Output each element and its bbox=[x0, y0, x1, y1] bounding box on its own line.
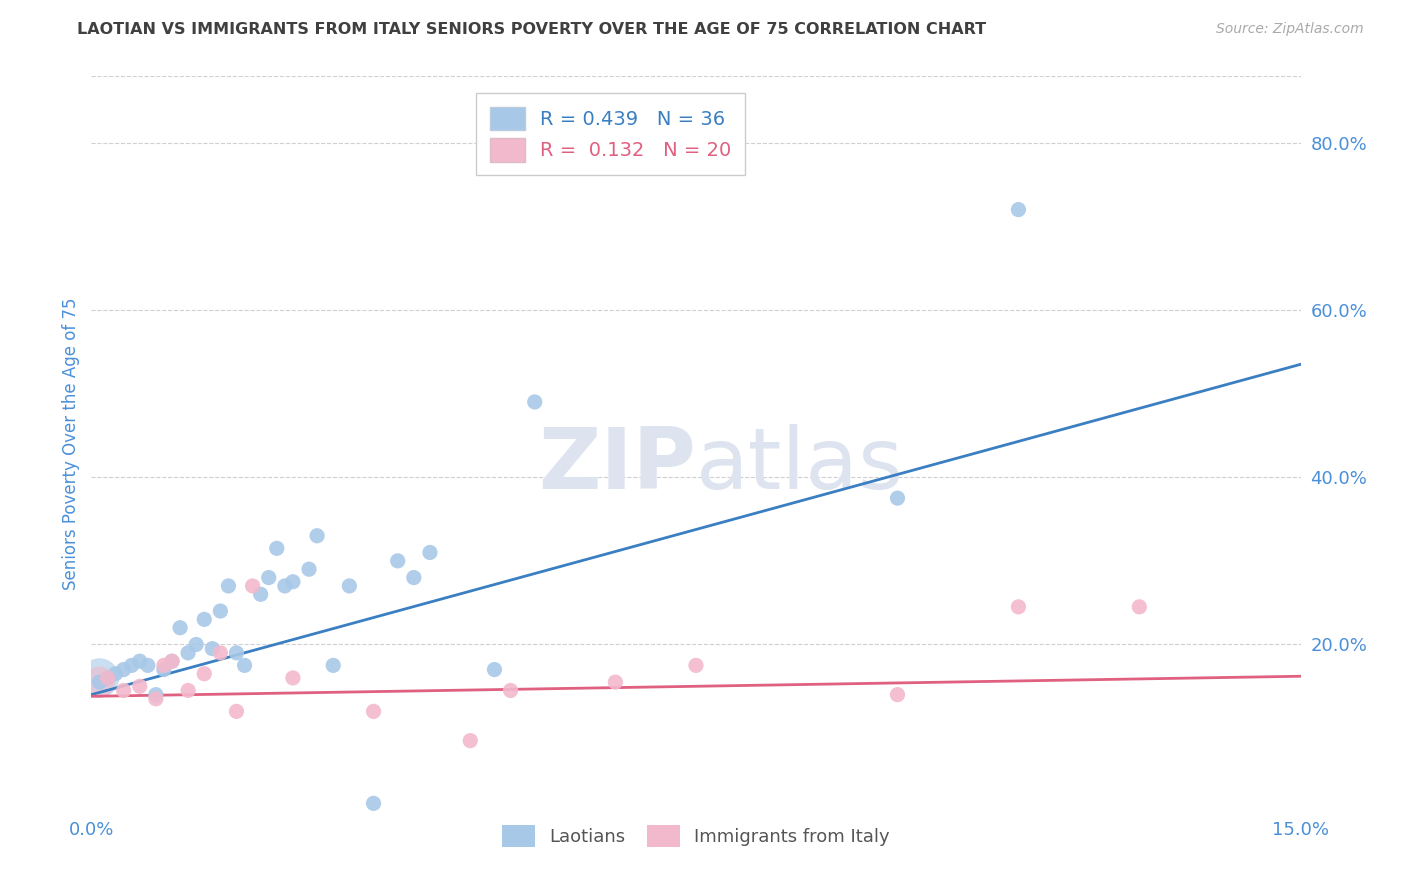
Text: ZIP: ZIP bbox=[538, 425, 696, 508]
Point bbox=[337, 579, 360, 593]
Point bbox=[209, 646, 232, 660]
Point bbox=[685, 658, 707, 673]
Point bbox=[177, 646, 200, 660]
Point bbox=[193, 612, 215, 626]
Point bbox=[322, 658, 344, 673]
Point bbox=[121, 658, 143, 673]
Point bbox=[225, 646, 247, 660]
Point bbox=[249, 587, 271, 601]
Point bbox=[217, 579, 239, 593]
Point bbox=[402, 571, 425, 585]
Point bbox=[177, 683, 200, 698]
Legend: Laotians, Immigrants from Italy: Laotians, Immigrants from Italy bbox=[495, 818, 897, 855]
Point bbox=[89, 671, 111, 685]
Point bbox=[112, 663, 135, 677]
Point bbox=[233, 658, 256, 673]
Text: atlas: atlas bbox=[696, 425, 904, 508]
Point bbox=[145, 691, 167, 706]
Point bbox=[153, 658, 176, 673]
Point bbox=[257, 571, 280, 585]
Point bbox=[96, 671, 118, 685]
Point bbox=[307, 529, 329, 543]
Point bbox=[387, 554, 409, 568]
Y-axis label: Seniors Poverty Over the Age of 75: Seniors Poverty Over the Age of 75 bbox=[62, 298, 80, 590]
Point bbox=[242, 579, 264, 593]
Point bbox=[886, 688, 908, 702]
Point bbox=[145, 688, 167, 702]
Point bbox=[169, 621, 191, 635]
Point bbox=[112, 683, 135, 698]
Point bbox=[266, 541, 288, 556]
Point bbox=[281, 574, 304, 589]
Point bbox=[363, 705, 385, 719]
Point bbox=[201, 641, 224, 656]
Point bbox=[89, 675, 111, 690]
Point bbox=[104, 666, 127, 681]
Point bbox=[160, 654, 183, 668]
Point bbox=[419, 545, 441, 559]
Text: Source: ZipAtlas.com: Source: ZipAtlas.com bbox=[1216, 22, 1364, 37]
Point bbox=[225, 705, 247, 719]
Point bbox=[605, 675, 627, 690]
Point bbox=[186, 637, 208, 651]
Point bbox=[128, 654, 150, 668]
Point bbox=[1007, 202, 1029, 217]
Point bbox=[484, 663, 506, 677]
Point bbox=[153, 663, 176, 677]
Text: LAOTIAN VS IMMIGRANTS FROM ITALY SENIORS POVERTY OVER THE AGE OF 75 CORRELATION : LAOTIAN VS IMMIGRANTS FROM ITALY SENIORS… bbox=[77, 22, 987, 37]
Point bbox=[160, 654, 183, 668]
Point bbox=[281, 671, 304, 685]
Point bbox=[274, 579, 297, 593]
Point bbox=[136, 658, 159, 673]
Point bbox=[96, 671, 118, 685]
Point bbox=[209, 604, 232, 618]
Point bbox=[458, 733, 481, 747]
Point bbox=[363, 797, 385, 811]
Point bbox=[128, 679, 150, 693]
Point bbox=[1007, 599, 1029, 614]
Point bbox=[1128, 599, 1150, 614]
Point bbox=[886, 491, 908, 505]
Point bbox=[298, 562, 321, 576]
Point bbox=[193, 666, 215, 681]
Point bbox=[523, 395, 546, 409]
Point bbox=[499, 683, 522, 698]
Point bbox=[89, 675, 111, 690]
